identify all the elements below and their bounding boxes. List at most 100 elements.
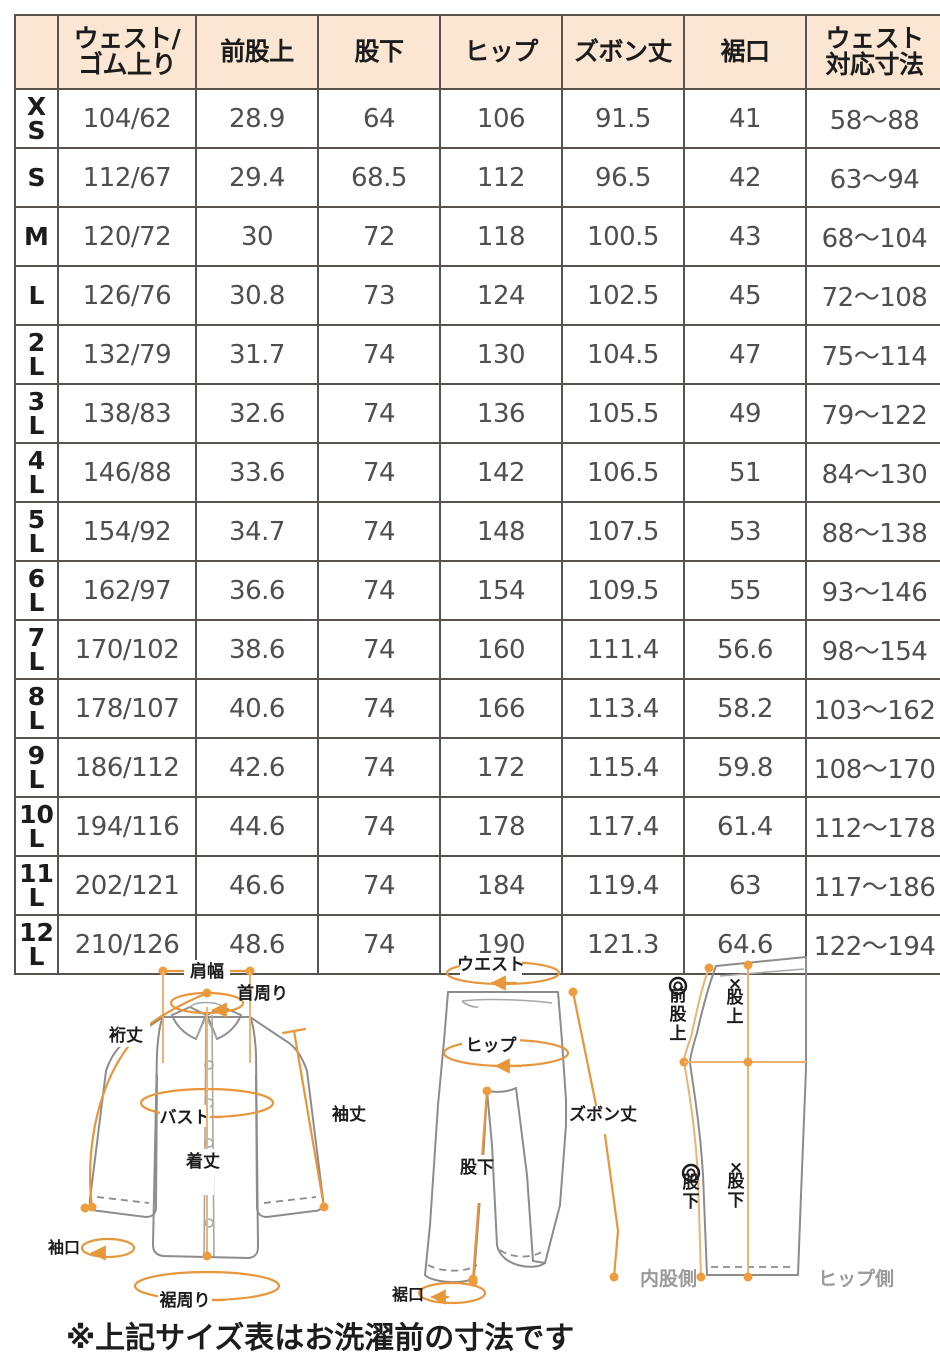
washing-note: ※上記サイズ表はお洗濯前の寸法です — [66, 1321, 575, 1356]
shirt-label-neck-circumference: 首周り — [237, 983, 288, 1004]
cell-waist-rubber: 104/62 — [57, 88, 197, 149]
cell-pants-length: 91.5 — [561, 88, 685, 149]
cell-hip: 142 — [439, 442, 563, 503]
column-header-hem-opening: 裾口 — [683, 14, 807, 90]
size-label-line: 4 — [27, 445, 46, 475]
cell-waist-fit: 79〜122 — [805, 383, 940, 444]
cell-waist-rubber: 132/79 — [57, 324, 197, 385]
table-row: 5 L 154/92 34.7 74 148 107.5 53 88〜138 — [14, 501, 940, 562]
cell-inseam: 74 — [317, 678, 441, 739]
cell-size: 11 L — [14, 855, 59, 916]
cell-hem-opening: 43 — [683, 206, 807, 267]
cell-inseam: 74 — [317, 560, 441, 621]
column-header-size — [14, 14, 59, 90]
cell-waist-rubber: 154/92 — [57, 501, 197, 562]
pants-label-waist: ウエスト — [457, 955, 525, 975]
cell-hem-opening: 41 — [683, 88, 807, 149]
cell-inseam: 74 — [317, 619, 441, 680]
column-header-front-rise: 前股上 — [195, 14, 319, 90]
cell-waist-rubber: 112/67 — [57, 147, 197, 208]
cell-inseam: 74 — [317, 796, 441, 857]
cell-hem-opening: 42 — [683, 147, 807, 208]
cell-waist-rubber: 202/121 — [57, 855, 197, 916]
cell-waist-fit: 68〜104 — [805, 206, 940, 267]
pants-label-hem-opening: 裾口 — [392, 1285, 424, 1304]
shirt-label-shoulder-width: 肩幅 — [190, 961, 224, 982]
column-header-inseam: 股下 — [317, 14, 441, 90]
cell-waist-rubber: 186/112 — [57, 737, 197, 798]
table-body: X S 104/62 28.9 64 106 91.5 41 58〜88 S 112/67 29.4 6… — [14, 88, 940, 975]
cell-front-rise: 42.6 — [195, 737, 319, 798]
cell-front-rise: 44.6 — [195, 796, 319, 857]
cell-hem-opening: 51 — [683, 442, 807, 503]
leg-label-rise-x: 股上 — [727, 988, 744, 1027]
cell-hip: 184 — [439, 855, 563, 916]
cell-hem-opening: 47 — [683, 324, 807, 385]
size-label-line: X — [26, 91, 47, 121]
cell-front-rise: 32.6 — [195, 383, 319, 444]
column-header-pants-length: ズボン丈 — [561, 14, 685, 90]
cell-pants-length: 121.3 — [561, 914, 685, 975]
cell-hip: 154 — [439, 560, 563, 621]
cell-pants-length: 109.5 — [561, 560, 685, 621]
cell-waist-fit: 108〜170 — [805, 737, 940, 798]
size-label-line: L — [28, 280, 45, 310]
cell-waist-fit: 75〜114 — [805, 324, 940, 385]
table-header-row: ウェスト/ ゴム上り 前股上 股下 ヒップ ズボン丈 裾口 — [14, 14, 940, 90]
cell-waist-fit: 103〜162 — [805, 678, 940, 739]
size-label-line: L — [28, 823, 45, 853]
cell-front-rise: 34.7 — [195, 501, 319, 562]
cell-hem-opening: 53 — [683, 501, 807, 562]
cell-hem-opening: 45 — [683, 265, 807, 326]
cell-hip: 112 — [439, 147, 563, 208]
cell-waist-rubber: 138/83 — [57, 383, 197, 444]
cell-inseam: 74 — [317, 737, 441, 798]
cell-inseam: 74 — [317, 855, 441, 916]
table-row: 8 L 178/107 40.6 74 166 113.4 58.2 103〜162 — [14, 678, 940, 739]
column-header-waist-fit: ウェスト 対応寸法 — [805, 14, 940, 90]
cell-hip: 172 — [439, 737, 563, 798]
measurement-diagram-svg: .gl { fill: none; stroke: #8c8c8c; strok… — [48, 953, 894, 1310]
pants-label-inseam-1: 股下 — [460, 1158, 494, 1178]
size-label-line: L — [28, 882, 45, 912]
cell-inseam: 73 — [317, 265, 441, 326]
column-header-hip: ヒップ — [439, 14, 563, 90]
size-label-line: 11 — [19, 858, 54, 888]
cell-waist-fit: 58〜88 — [805, 88, 940, 149]
size-label-line: L — [28, 528, 45, 558]
cell-front-rise: 36.6 — [195, 560, 319, 621]
size-label-line: 12 — [19, 917, 54, 947]
table-header: ウェスト/ ゴム上り 前股上 股下 ヒップ ズボン丈 裾口 — [14, 14, 940, 90]
cell-hem-opening: 49 — [683, 383, 807, 444]
table-row: 7 L 170/102 38.6 74 160 111.4 56.6 98〜154 — [14, 619, 940, 680]
cell-hem-opening: 61.4 — [683, 796, 807, 857]
leg-label-front-rise-marked: 前股上 — [670, 985, 687, 1044]
cell-hip: 118 — [439, 206, 563, 267]
cell-inseam: 64 — [317, 88, 441, 149]
size-label-line: L — [28, 587, 45, 617]
shirt-label-cuff: 袖口 — [48, 1238, 80, 1257]
cell-inseam: 68.5 — [317, 147, 441, 208]
shirt-label-body-length-1: 着丈 — [185, 1151, 220, 1172]
cell-waist-fit: 112〜178 — [805, 796, 940, 857]
cell-front-rise: 33.6 — [195, 442, 319, 503]
cell-hip: 124 — [439, 265, 563, 326]
cell-inseam: 74 — [317, 442, 441, 503]
size-label-line: 6 — [27, 563, 46, 593]
table-row: 10 L 194/116 44.6 74 178 117.4 61.4 112〜178 — [14, 796, 940, 857]
table-row: L 126/76 30.8 73 124 102.5 45 72〜108 — [14, 265, 940, 326]
size-label-line: L — [28, 941, 45, 971]
size-label-line: M — [24, 221, 49, 251]
cell-front-rise: 30.8 — [195, 265, 319, 326]
cell-waist-rubber: 120/72 — [57, 206, 197, 267]
cell-front-rise: 29.4 — [195, 147, 319, 208]
cell-front-rise: 46.6 — [195, 855, 319, 916]
leg-label-inseam-x-mark: × — [729, 1158, 743, 1178]
cell-waist-rubber: 162/97 — [57, 560, 197, 621]
